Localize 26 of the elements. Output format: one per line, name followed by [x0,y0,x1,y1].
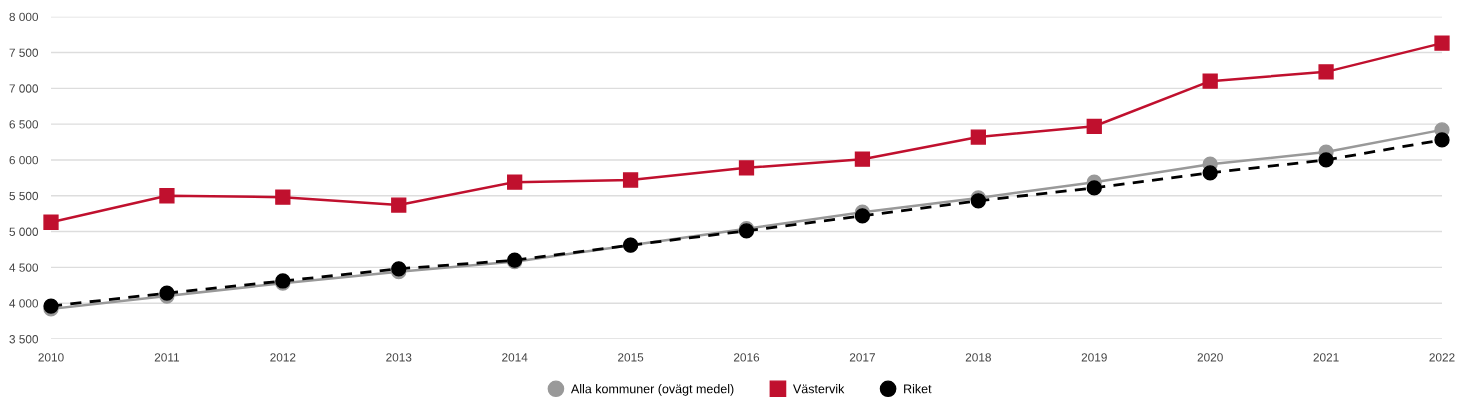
x-tick-label: 2016 [733,353,760,362]
x-tick-label: 2015 [618,353,644,362]
y-tick-label: 5 000 [9,227,39,236]
x-tick-label: 2010 [38,353,64,362]
x-tick-label: 2014 [502,353,528,362]
y-tick-label: 7 000 [9,84,39,93]
y-tick-label: 4 500 [9,263,39,272]
legend-label: Riket [904,384,932,394]
legend-label: Västervik [792,384,845,394]
x-tick-label: 2022 [1429,353,1455,362]
y-tick-label: 6 000 [9,155,39,165]
x-tick-label: 2013 [386,353,412,362]
y-tick-label: 3 500 [9,335,39,344]
x-tick-label: 2020 [1197,353,1223,362]
x-tick-label: 2018 [965,353,991,362]
y-tick-label: 5 500 [9,191,39,201]
y-tick-label: 8 000 [9,12,39,22]
y-tick-label: 6 500 [9,120,39,129]
y-tick-label: 7 500 [9,48,39,57]
x-tick-label: 2017 [849,353,875,362]
x-tick-label: 2012 [270,353,296,362]
x-tick-label: 2021 [1313,353,1339,362]
x-tick-label: 2011 [154,353,180,362]
y-tick-label: 4 000 [9,299,39,308]
legend-label: Alla kommuner (ovägt medel) [570,384,734,396]
x-tick-label: 2019 [1081,353,1107,362]
